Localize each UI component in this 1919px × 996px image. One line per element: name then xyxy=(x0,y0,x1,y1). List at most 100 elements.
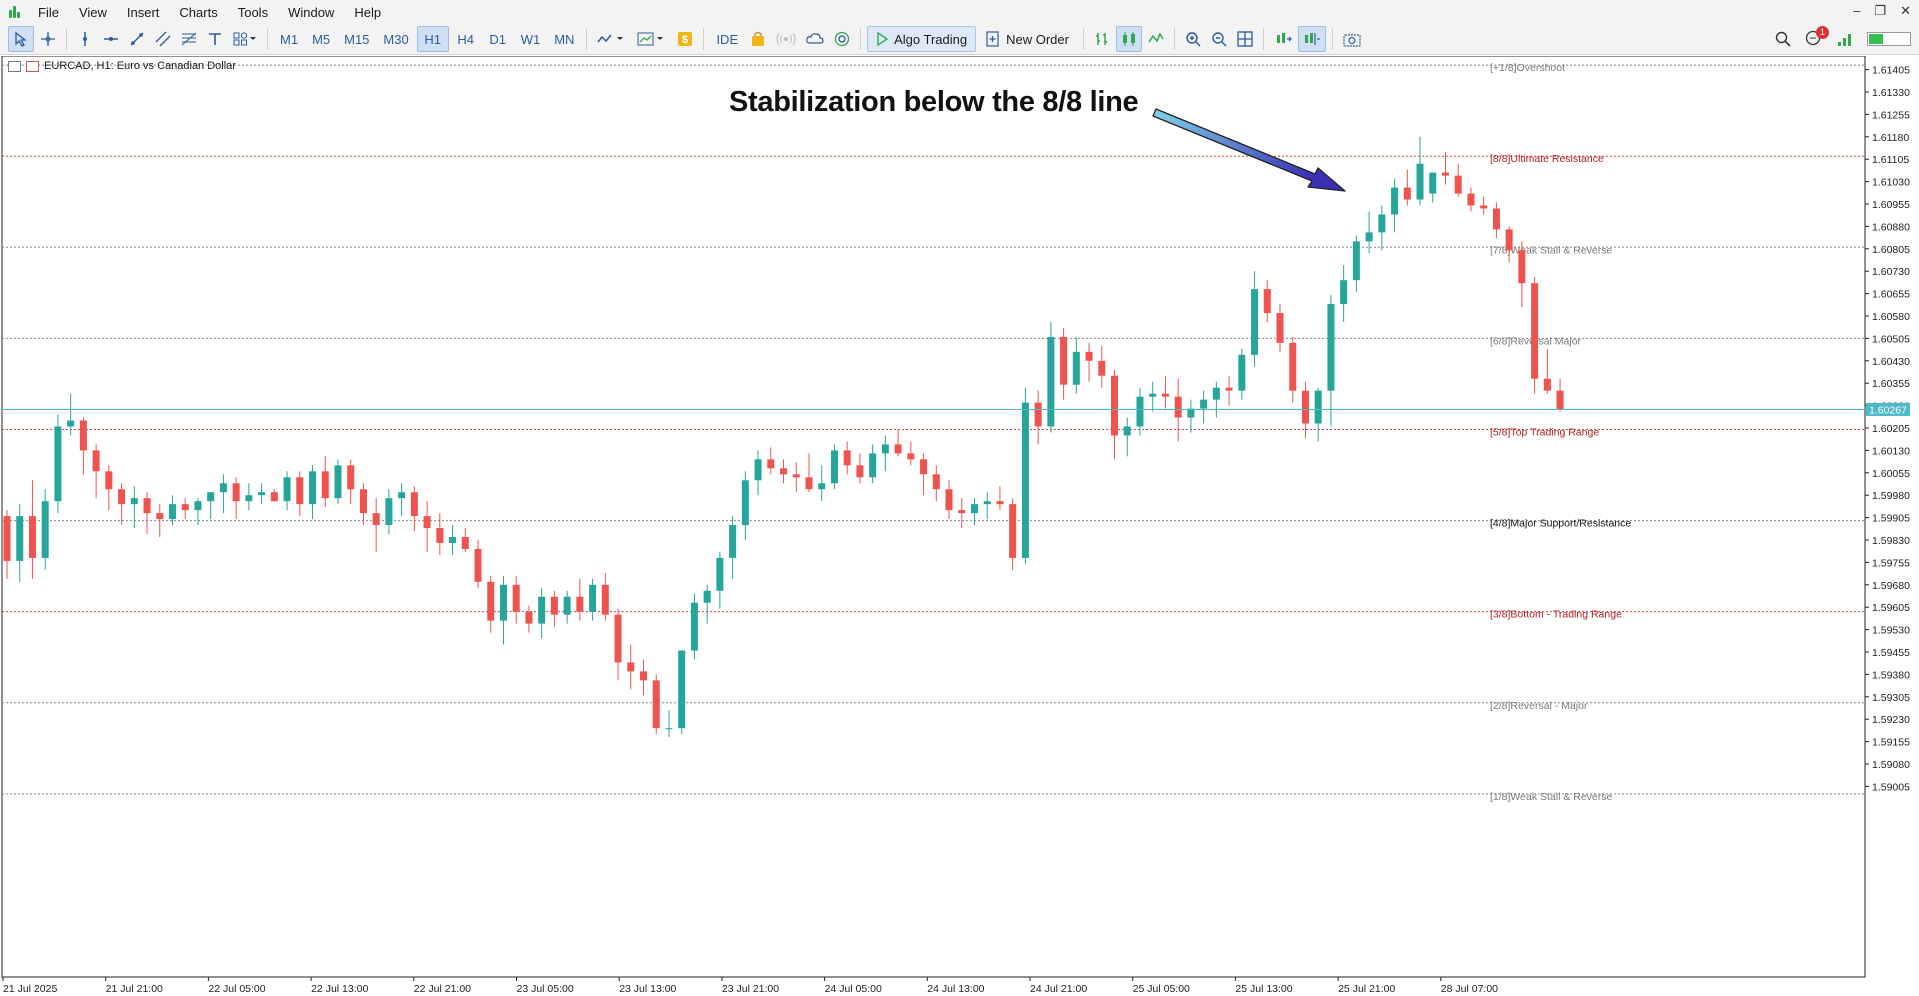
algo-trading-button[interactable]: Algo Trading xyxy=(867,26,977,52)
candle-body xyxy=(512,584,520,612)
menu-window[interactable]: Window xyxy=(288,4,335,20)
bear-candle xyxy=(856,453,864,484)
candle-body xyxy=(970,504,978,514)
bear-candle xyxy=(805,453,813,493)
signals-button[interactable] xyxy=(772,27,800,51)
candle-body xyxy=(16,516,24,561)
candle-body xyxy=(54,426,62,502)
shapes-button[interactable] xyxy=(229,27,261,51)
candle-body xyxy=(614,614,622,663)
candle-body xyxy=(1212,387,1220,400)
line-chart-button[interactable] xyxy=(1144,27,1168,51)
candle-body xyxy=(869,453,877,478)
timeframe-m1[interactable]: M1 xyxy=(280,31,299,47)
price-axis-label: 1.59530 xyxy=(1872,625,1910,637)
candle-body xyxy=(958,510,966,514)
ide-button[interactable]: IDE xyxy=(716,31,739,47)
price-chart[interactable]: [+1/8]Overshoot [8/8]Ultimate Resistance [… xyxy=(0,56,1919,996)
bear-candle xyxy=(780,459,788,484)
timeframe-m30[interactable]: M30 xyxy=(383,31,409,47)
menu-file[interactable]: File xyxy=(38,4,59,20)
bear-candle xyxy=(1161,375,1169,409)
candle-body xyxy=(1021,402,1029,558)
window-controls: – ❐ ✕ xyxy=(1853,3,1911,19)
candle-body xyxy=(359,489,367,514)
menu-tools[interactable]: Tools xyxy=(237,4,269,20)
bear-candle xyxy=(1263,280,1271,322)
price-axis-label: 1.60505 xyxy=(1872,333,1910,345)
menu-charts[interactable]: Charts xyxy=(179,4,218,20)
timeframe-mn[interactable]: MN xyxy=(554,31,575,47)
minimize-icon[interactable]: – xyxy=(1853,3,1861,18)
connection-meter-icon xyxy=(1867,32,1911,46)
timeframe-d1[interactable]: D1 xyxy=(489,31,507,47)
timeframe-h1[interactable]: H1 xyxy=(416,26,449,52)
new-order-button[interactable]: New Order xyxy=(978,27,1077,51)
candle-body xyxy=(792,474,800,478)
bear-candle xyxy=(461,528,469,552)
cloud-button[interactable] xyxy=(802,27,828,51)
vps-button[interactable] xyxy=(746,27,770,51)
crosshair-button[interactable] xyxy=(36,27,60,51)
timeframe-w1[interactable]: W1 xyxy=(520,31,541,47)
zoom-out-button[interactable] xyxy=(1207,27,1231,51)
screenshot-button[interactable] xyxy=(1339,27,1365,51)
menu-insert[interactable]: Insert xyxy=(126,4,160,20)
metatrader-logo-icon xyxy=(8,5,22,19)
search-icon[interactable] xyxy=(1775,31,1791,47)
tile-windows-button[interactable] xyxy=(1233,27,1257,51)
timeframe-h4[interactable]: H4 xyxy=(457,31,475,47)
vertical-line-button[interactable] xyxy=(73,27,97,51)
templates-icon xyxy=(637,32,664,46)
algo-trading-label: Algo Trading xyxy=(894,31,968,47)
time-axis-label: 24 Jul 05:00 xyxy=(825,983,882,995)
market-button[interactable]: $ xyxy=(673,27,697,51)
bear-candle xyxy=(321,456,329,508)
candle-body xyxy=(830,450,838,484)
bear-candle xyxy=(1098,345,1106,388)
menu-view[interactable]: View xyxy=(78,4,107,20)
fibonacci-button[interactable] xyxy=(177,27,201,51)
candle-body xyxy=(372,513,380,526)
chart-window[interactable]: EURCAD, H1: Euro vs Canadian Dollar Stab… xyxy=(0,56,1919,996)
candle-body xyxy=(296,477,304,505)
restore-icon[interactable]: ❐ xyxy=(1874,3,1887,18)
price-axis-label: 1.60580 xyxy=(1872,311,1910,323)
notifications-button[interactable]: 1 xyxy=(1805,25,1829,49)
timeframe-m5[interactable]: M5 xyxy=(312,31,331,47)
candle-body xyxy=(194,501,202,511)
auto-scroll-button[interactable] xyxy=(1270,27,1296,51)
bear-candle xyxy=(1454,163,1462,197)
bar-chart-button[interactable] xyxy=(1090,27,1114,51)
bear-candle xyxy=(436,513,444,555)
cursor-icon xyxy=(15,31,27,47)
trendline-button[interactable] xyxy=(125,27,149,51)
community-button[interactable] xyxy=(830,27,854,51)
candle-body xyxy=(1060,336,1068,385)
bear-candle xyxy=(105,465,113,511)
candle-body xyxy=(538,596,546,624)
close-icon[interactable]: ✕ xyxy=(1900,3,1911,18)
bear-candle xyxy=(512,575,520,624)
channel-button[interactable] xyxy=(151,27,175,51)
candle-body xyxy=(1034,402,1042,427)
bear-candle xyxy=(1543,348,1551,394)
candlestick-button[interactable] xyxy=(1115,26,1142,52)
chart-shift-icon xyxy=(1304,33,1320,45)
zoom-in-button[interactable] xyxy=(1181,27,1205,51)
horizontal-line-button[interactable] xyxy=(99,27,123,51)
bull-candle xyxy=(130,486,138,529)
menu-help[interactable]: Help xyxy=(354,4,382,20)
bull-candle xyxy=(1391,178,1399,233)
cursor-tool-button[interactable] xyxy=(8,26,34,52)
indicators-button[interactable] xyxy=(593,27,631,51)
text-tool-button[interactable] xyxy=(203,27,227,51)
templates-button[interactable] xyxy=(633,27,671,51)
bear-candle xyxy=(372,498,380,552)
timeframe-m15[interactable]: M15 xyxy=(344,31,370,47)
candle-body xyxy=(461,537,469,549)
chart-shift-button[interactable] xyxy=(1297,26,1326,52)
bear-candle xyxy=(1060,327,1068,400)
bear-candle xyxy=(1556,378,1564,412)
murrey-level-label: [8/8]Ultimate Resistance xyxy=(1490,153,1604,165)
